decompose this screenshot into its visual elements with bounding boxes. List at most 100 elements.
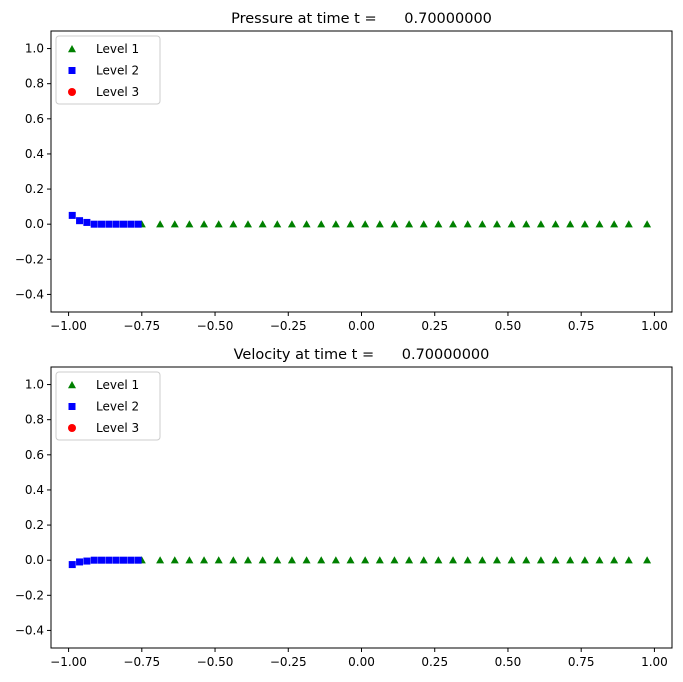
data-point [90,220,98,228]
data-point [434,556,443,564]
series-level-1 [137,556,652,564]
chart-title: Velocity at time t = 0.70000000 [234,347,490,363]
data-point [463,220,472,228]
legend-marker [68,67,76,74]
data-point [156,556,165,564]
data-point [522,556,531,564]
legend-label: Level 1 [96,378,139,392]
legend-label: Level 2 [96,64,139,78]
data-point [478,556,487,564]
data-point [156,220,165,228]
y-tick-label: −0.4 [15,287,44,301]
x-tick-label: 0.50 [495,319,522,333]
plot-frame [50,30,673,313]
data-point [492,220,501,228]
data-point [405,220,414,228]
data-point [287,556,296,564]
x-tick-label: −0.75 [123,319,160,333]
y-tick-label: 0.8 [25,413,44,427]
chart-title: Pressure at time t = 0.70000000 [231,11,492,27]
data-point [551,220,560,228]
legend-marker [68,424,76,432]
data-point [83,218,91,226]
data-point [243,220,252,228]
data-point [185,220,194,228]
data-point [317,556,326,564]
x-tick-label: −1.00 [50,319,87,333]
x-tick-label: −0.50 [197,655,234,669]
y-tick-label: −0.2 [15,252,44,266]
data-point [610,556,619,564]
data-point [643,220,652,228]
legend-label: Level 2 [96,400,139,414]
y-tick-label: −0.2 [15,588,44,602]
x-tick-label: 0.00 [348,319,375,333]
data-point [112,220,120,228]
data-point [200,556,209,564]
legend-marker [68,403,76,410]
data-point [478,220,487,228]
legend-box [55,371,161,441]
data-point [449,220,458,228]
data-point [566,556,575,564]
data-point [83,557,91,565]
legend-label: Level 3 [96,421,139,435]
data-point [566,220,575,228]
data-point [287,220,296,228]
series-level-2 [68,211,142,228]
data-point [419,556,428,564]
data-point [134,556,142,564]
y-tick-label: 0.8 [25,77,44,91]
series-level-1 [137,220,652,228]
data-point [229,220,238,228]
data-point [390,556,399,564]
x-tick-label: 0.50 [495,655,522,669]
x-tick-label: 1.00 [641,655,668,669]
x-tick-label: 0.25 [421,655,448,669]
data-point [361,220,370,228]
data-point [346,556,355,564]
x-tick-label: 0.75 [568,319,595,333]
data-point [76,217,84,225]
chart-panel-1: Pressure at time t = 0.70000000 −1.00 −0.7… [15,11,673,333]
data-point [243,556,252,564]
data-point [507,556,516,564]
data-point [346,220,355,228]
y-tick-label: 0.2 [25,518,44,532]
data-point [375,556,384,564]
data-point [522,220,531,228]
data-point [434,220,443,228]
data-point [580,220,589,228]
x-tick-label: 0.75 [568,655,595,669]
x-tick-label: −0.75 [123,655,160,669]
data-point [185,556,194,564]
data-point [119,220,127,228]
series-level-2 [68,556,142,569]
data-point [507,220,516,228]
data-point [214,556,223,564]
data-point [361,556,370,564]
data-point [463,556,472,564]
data-point [127,220,135,228]
y-tick-label: 0.6 [25,448,44,462]
x-tick-label: −0.50 [197,319,234,333]
y-tick-label: 1.0 [25,378,44,392]
data-point [273,220,282,228]
data-point [624,556,633,564]
data-point [419,220,428,228]
plot-frame [50,366,673,649]
data-point [170,220,179,228]
data-point [331,220,340,228]
legend-box [55,35,161,105]
data-point [449,556,458,564]
data-point [302,556,311,564]
legend-label: Level 1 [96,42,139,56]
data-point [317,220,326,228]
x-tick-label: −0.25 [270,655,307,669]
data-point [492,556,501,564]
data-point [127,556,135,564]
data-point [200,220,209,228]
y-tick-label: 0.2 [25,182,44,196]
data-point [258,556,267,564]
data-point [98,220,106,228]
